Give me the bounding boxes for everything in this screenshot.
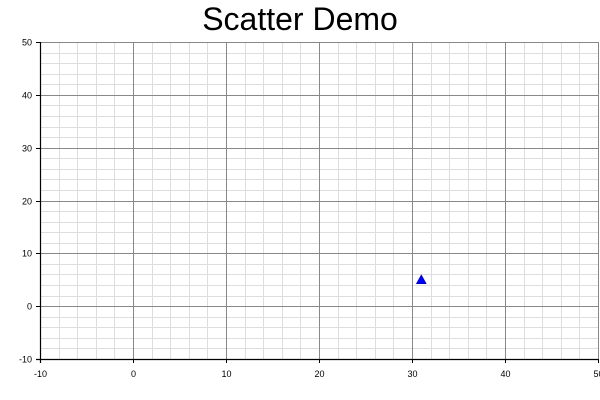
major-grid (40, 42, 599, 360)
y-tick-label: 10 (22, 249, 32, 259)
data-points (415, 274, 427, 284)
y-tick-label: 30 (22, 144, 32, 154)
x-tick-label: 0 (131, 369, 136, 379)
x-tick-label: 10 (221, 369, 231, 379)
axes (36, 42, 598, 363)
y-tick-label: 0 (27, 302, 32, 312)
y-axis-ticks: -10 0 10 20 30 40 50 (19, 38, 40, 365)
x-tick-label: 20 (314, 369, 324, 379)
x-tick-label: 30 (407, 369, 417, 379)
y-tick-label: 20 (22, 197, 32, 207)
y-tick-label: -10 (19, 355, 32, 365)
x-axis-ticks: -10 0 10 20 30 40 50 (34, 359, 600, 379)
x-tick-label: 40 (500, 369, 510, 379)
data-point-triangle (415, 274, 427, 284)
x-tick-label: -10 (34, 369, 47, 379)
x-tick-label: 50 (593, 369, 600, 379)
y-tick-label: 50 (22, 38, 32, 48)
y-tick-label: 40 (22, 91, 32, 101)
chart-title: Scatter Demo (202, 1, 398, 37)
